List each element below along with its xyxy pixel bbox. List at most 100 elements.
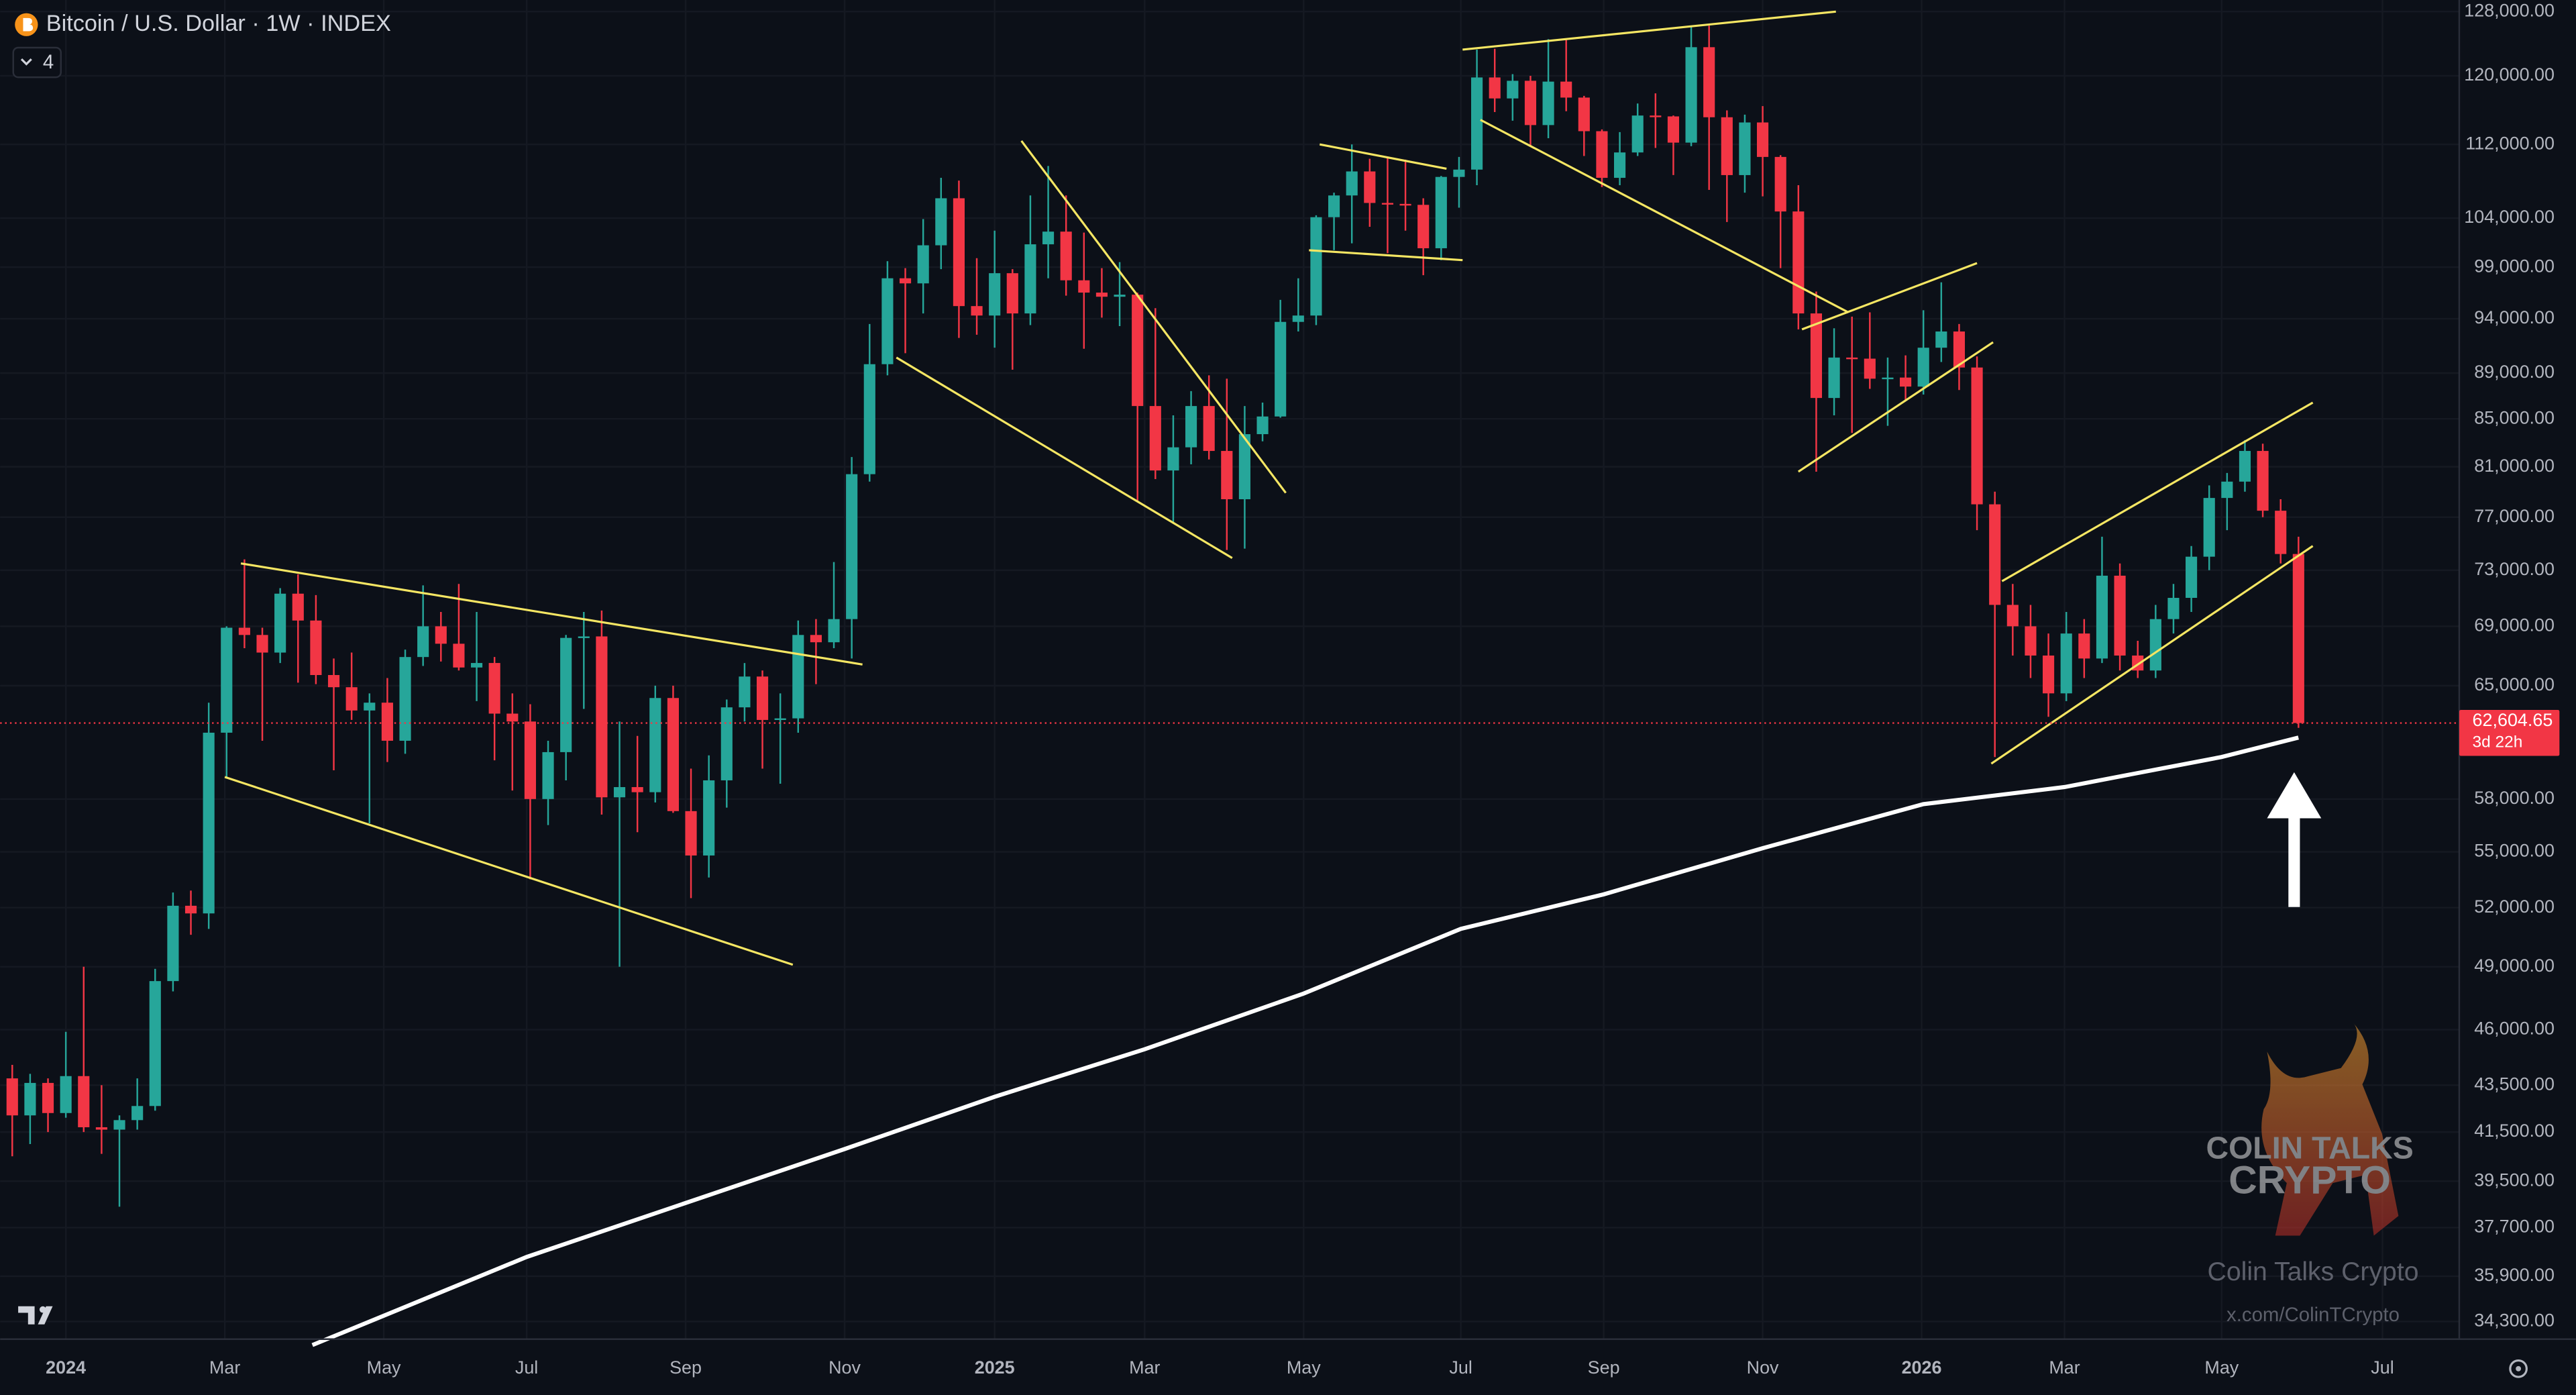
indicator-count: 4 [43, 51, 54, 73]
candle-body [1524, 81, 1537, 125]
indicator-toggle[interactable] [12, 46, 62, 79]
candle-body [292, 593, 304, 621]
y-tick-label: 34,300.00 [2474, 1310, 2555, 1331]
candle-body [274, 593, 286, 653]
watermark-logo: COLIN TALKS CRYPTO [2206, 1022, 2414, 1236]
x-tick-label: 2024 [46, 1357, 86, 1378]
y-tick-label: 94,000.00 [2474, 307, 2555, 327]
candle-body [631, 787, 643, 792]
candle-body [149, 981, 161, 1106]
trendline [1020, 140, 1287, 494]
candle-body [1882, 377, 1894, 380]
candle-body [774, 718, 786, 721]
candle-body [1721, 117, 1733, 175]
candle-body [1435, 176, 1447, 248]
y-tick-label: 89,000.00 [2474, 362, 2555, 382]
candle-body [1292, 315, 1304, 322]
candle-body [6, 1078, 18, 1116]
last-price-label: 62,604.65 [2473, 710, 2553, 730]
grid [0, 0, 2459, 1339]
candle-body [1149, 406, 1161, 471]
candle-body [739, 676, 751, 708]
trendline [1801, 262, 1978, 331]
candle-body [1864, 358, 1876, 379]
candle-body [184, 905, 197, 914]
watermark-name: Colin Talks Crypto [2208, 1257, 2419, 1286]
candle-body [720, 707, 733, 780]
plot [0, 10, 2459, 1347]
candle-body [989, 273, 1001, 316]
candle-body [1042, 231, 1055, 245]
candle-body [613, 787, 626, 798]
candle-body [2096, 575, 2108, 659]
candle-body [810, 635, 822, 643]
candle-body [345, 687, 358, 711]
trendline [1480, 119, 1849, 313]
axes: 128,000.00 120,000.00 112,000.00 104,000.00… [46, 0, 2560, 1378]
candle-body [2292, 554, 2304, 723]
x-tick-label: Jul [2371, 1357, 2394, 1378]
candle-body [1667, 116, 1680, 143]
candle-body [203, 732, 215, 914]
y-tick-label: 77,000.00 [2474, 506, 2555, 526]
y-tick-label: 128,000.00 [2464, 0, 2555, 20]
x-tick-label: Jul [515, 1357, 538, 1378]
arrow-head [2267, 772, 2322, 819]
watermark-url: x.com/ColinTCrypto [2226, 1304, 2400, 1326]
candle-body [1650, 115, 1662, 117]
candle-body [1596, 131, 1608, 178]
candle-body [899, 278, 912, 284]
candle-body [935, 198, 947, 246]
logo-line2: CRYPTO [2229, 1159, 2391, 1202]
candle-body [667, 698, 679, 811]
trendline [896, 356, 1233, 560]
trendline [224, 776, 794, 966]
x-tick-label: Nov [828, 1357, 861, 1378]
candle-body [1739, 122, 1751, 175]
y-tick-label: 58,000.00 [2474, 788, 2555, 808]
candle-body [1346, 171, 1358, 196]
candle-body [1953, 331, 1966, 368]
candle-body [399, 657, 411, 741]
y-tick-label: 52,000.00 [2474, 896, 2555, 917]
x-tick-label: Jul [1449, 1357, 1472, 1378]
candle-body [381, 703, 393, 741]
y-tick-label: 112,000.00 [2465, 133, 2555, 153]
candle-body [167, 905, 179, 982]
candle-body [1989, 504, 2001, 605]
trendline [1797, 341, 1994, 473]
candle-body [971, 306, 983, 316]
x-tick-label: Mar [1129, 1357, 1160, 1378]
candle-body [1507, 81, 1519, 99]
x-tick-label: Nov [1747, 1357, 1779, 1378]
y-tick-label: 99,000.00 [2474, 256, 2555, 276]
candle-body [1828, 357, 1840, 399]
candle-body [506, 713, 519, 722]
candle-body [2060, 633, 2072, 694]
arrow [2267, 772, 2322, 907]
candle-body [2025, 626, 2037, 656]
candle-body [310, 620, 322, 676]
candle-body [2149, 619, 2161, 671]
candle-body [113, 1120, 125, 1130]
candle-body [1631, 115, 1644, 153]
candle-body [846, 474, 858, 619]
x-tick-label: May [2204, 1357, 2239, 1378]
candle-body [1757, 122, 1769, 157]
candle-body [435, 626, 447, 644]
candle-body [578, 636, 590, 638]
candle-body [792, 635, 804, 719]
candle-body [1275, 321, 1287, 417]
candle-body [1364, 171, 1376, 203]
settings-icon[interactable] [2509, 1359, 2528, 1378]
candle-body [524, 721, 536, 799]
x-tick-label: Sep [1588, 1357, 1620, 1378]
candle-body [1256, 416, 1269, 435]
tv-logo-dot [39, 1306, 46, 1313]
y-tick-label: 43,500.00 [2474, 1074, 2555, 1094]
candle-body [1560, 81, 1572, 98]
x-tick-label: Mar [209, 1357, 240, 1378]
candle-body [131, 1106, 144, 1121]
candle-body [649, 698, 661, 792]
candle-body [1024, 244, 1036, 314]
